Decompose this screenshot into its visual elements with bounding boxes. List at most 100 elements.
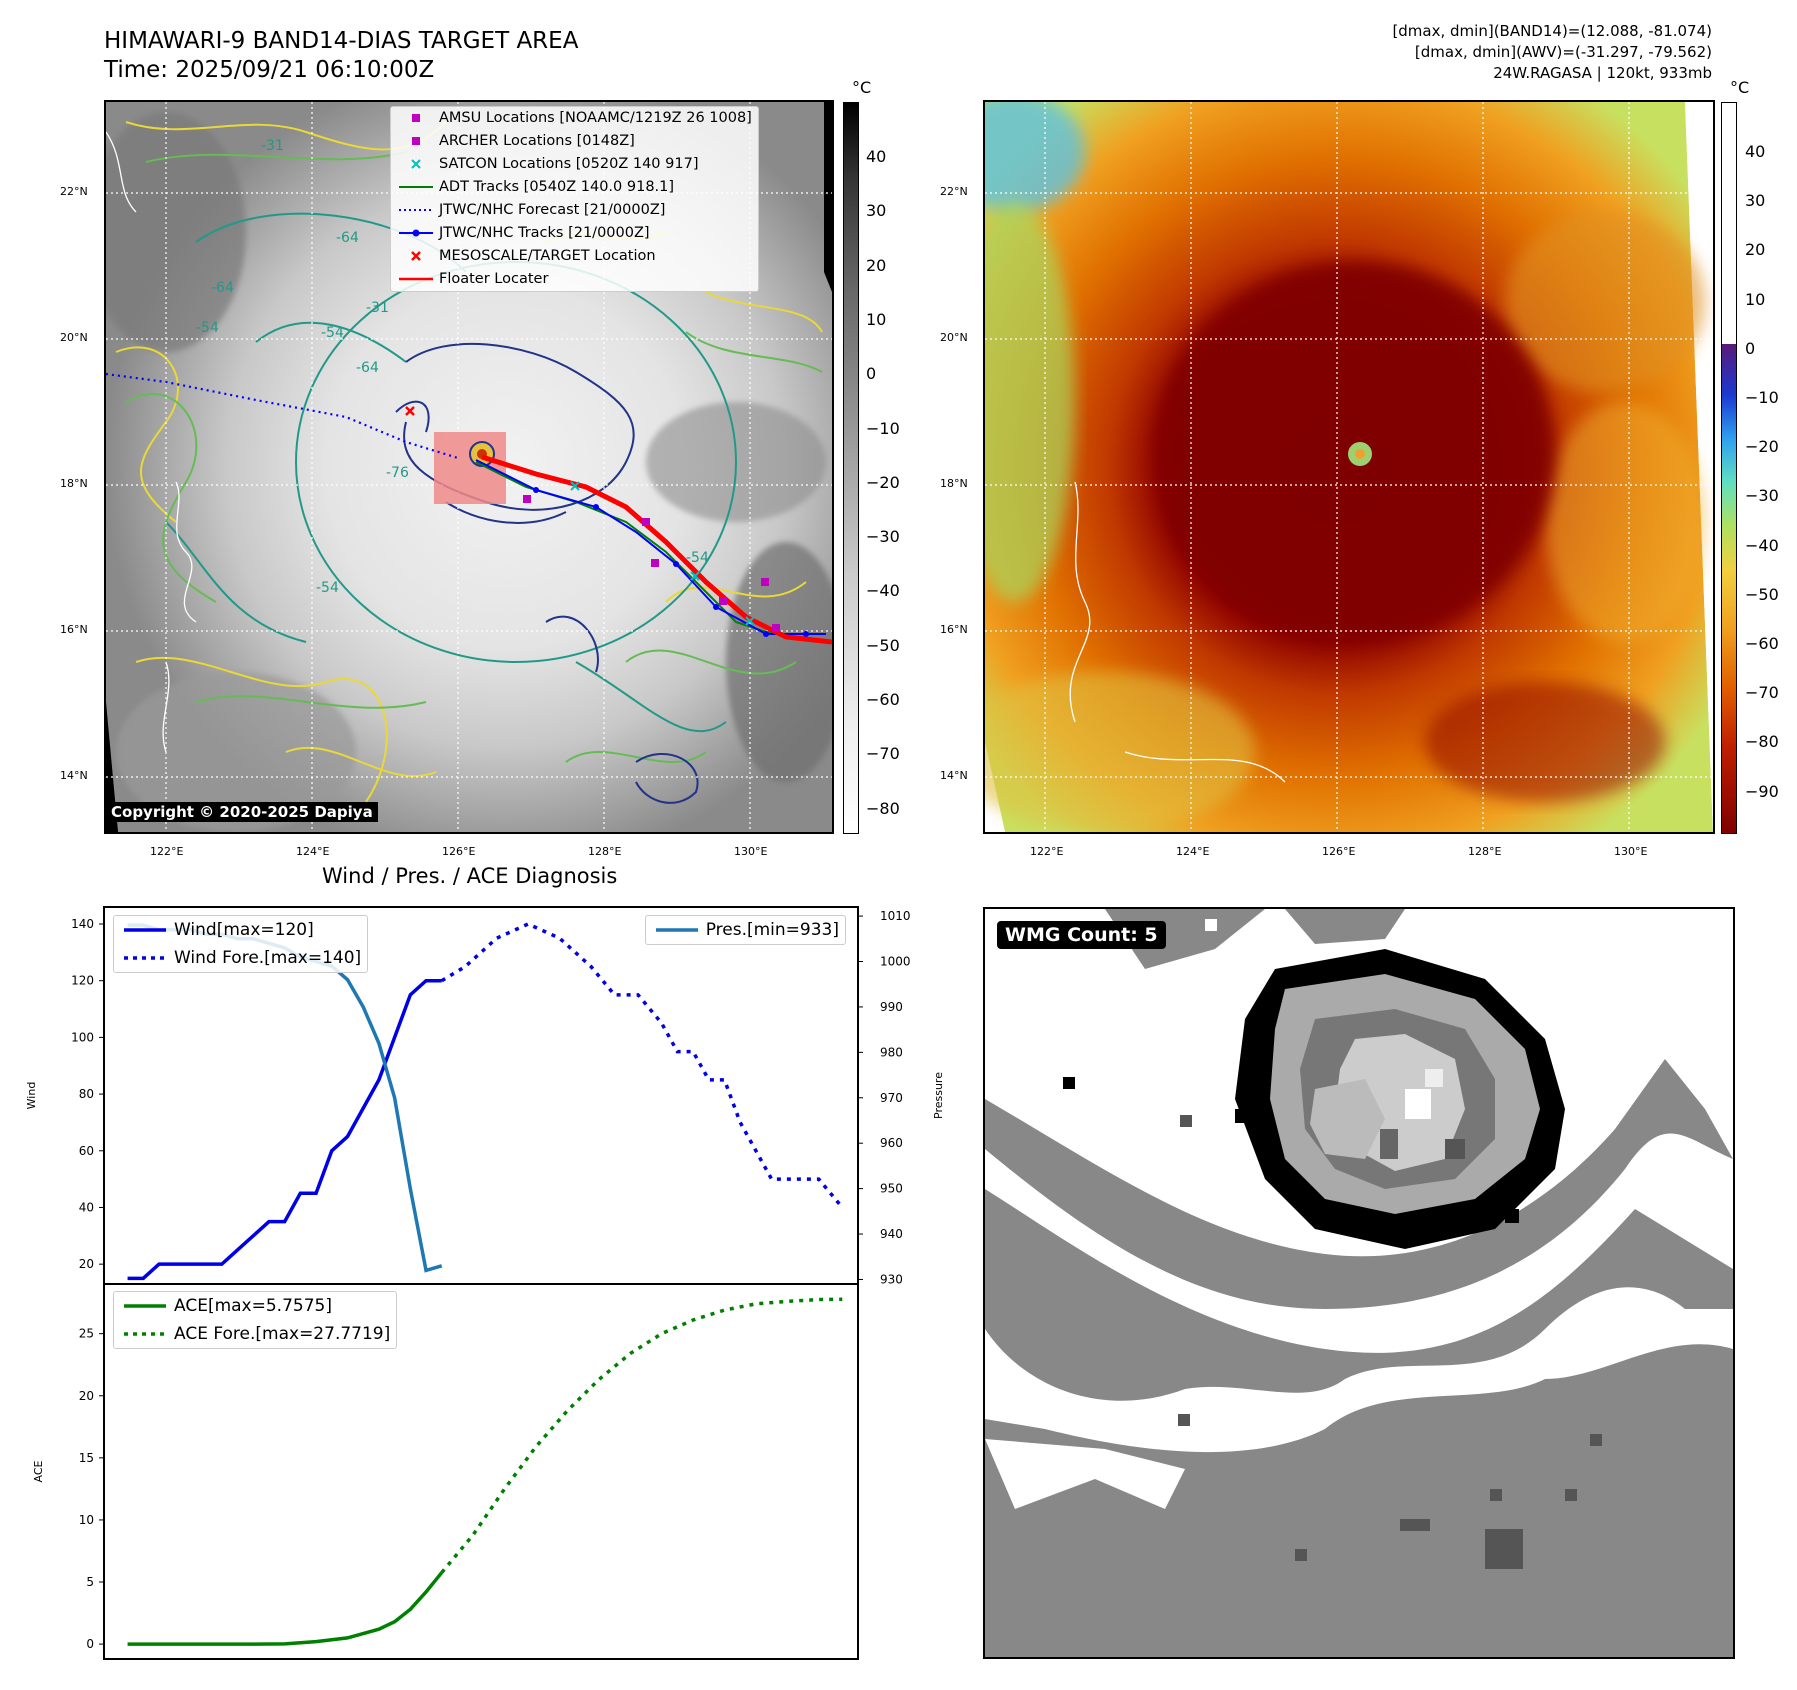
colorbar-tick-label: −50 (866, 635, 900, 655)
series-line-ace (127, 1571, 444, 1646)
series-line-ace-fore- (440, 1297, 843, 1574)
info-band14: [dmax, dmin](BAND14)=(12.088, -81.074) (1392, 22, 1712, 40)
legend-item-wind: Wind[max=120] (124, 920, 314, 940)
y2-tick-label: 960 (880, 1136, 903, 1150)
left-map-legend: AMSU Locations [NOAAMC/1219Z 26 1008] AR… (390, 106, 759, 292)
y2-tick-label: 980 (880, 1045, 903, 1059)
y-tick-label: 15 (79, 1451, 94, 1465)
lon-label: 124°E (1176, 845, 1210, 858)
contour-label: -54 (196, 320, 219, 336)
lat-label: 16°N (60, 623, 88, 636)
y2-tick-label: 940 (880, 1227, 903, 1241)
pressure-legend: Pres.[min=933] (644, 915, 846, 945)
right-map-imagery (985, 102, 1713, 832)
lat-label: 14°N (60, 769, 88, 782)
y-tick-label: 120 (71, 974, 94, 988)
wmg-panel[interactable]: WMG Count: 5 (983, 907, 1735, 1659)
copyright-label: Copyright © 2020-2025 Dapiya (106, 802, 378, 822)
colorbar-tick-label: 20 (1745, 240, 1766, 260)
lon-label: 128°E (1468, 845, 1502, 858)
colorbar-tick-label: 30 (1745, 191, 1766, 211)
series-line-wind (127, 978, 442, 1281)
colorbar-tick-label: −60 (1745, 634, 1779, 653)
colorbar-tick-label: 20 (866, 255, 887, 275)
y-tick-label: 5 (86, 1575, 94, 1589)
y-tick-label: 0 (86, 1637, 94, 1651)
lon-label: 130°E (1614, 845, 1648, 858)
contour-label: -31 (261, 138, 284, 154)
right-colorbar-unit: °C (1730, 78, 1750, 97)
figure-time: Time: 2025/09/21 06:10:00Z (104, 57, 435, 83)
y-tick-label: 20 (79, 1389, 94, 1403)
colorbar-tick-label: 40 (866, 147, 887, 166)
legend-item-satcon: SATCON Locations [0520Z 140 917] (391, 153, 758, 176)
right-map-panel[interactable] (983, 100, 1715, 834)
legend-item-wind-forecast: Wind Fore.[max=140] (124, 948, 362, 968)
wind-axis-label: Wind (25, 1082, 38, 1110)
y2-tick-label: 950 (880, 1182, 903, 1196)
pressure-axis-label: Pressure (932, 1072, 945, 1119)
colorbar-tick-label: −20 (866, 472, 900, 492)
lat-label: 20°N (940, 331, 968, 344)
ace-legend: ACE[max=5.7575] ACE Fore.[max=27.7719] (113, 1291, 398, 1349)
contour-label: -54 (321, 325, 344, 341)
colorbar-tick-label: −40 (1745, 535, 1779, 555)
y2-tick-label: 1000 (880, 955, 911, 969)
right-colorbar (1721, 102, 1737, 834)
legend-item-jtwc-forecast: JTWC/NHC Forecast [21/0000Z] (399, 202, 666, 218)
colorbar-tick-label: −90 (1745, 781, 1779, 801)
lat-label: 22°N (60, 185, 88, 198)
colorbar-tick-label: −10 (866, 418, 900, 438)
colorbar-tick-label: −10 (1745, 388, 1779, 407)
colorbar-tick-label: 0 (1745, 338, 1756, 358)
lat-label: 20°N (60, 331, 88, 344)
colorbar-tick-label: −50 (1745, 584, 1779, 604)
colorbar-tick-label: −30 (866, 527, 900, 547)
lon-label: 126°E (1322, 845, 1356, 858)
y2-tick-label: 930 (880, 1272, 903, 1286)
legend-item-adt: ADT Tracks [0540Z 140.0 918.1] (399, 179, 675, 195)
left-map-panel[interactable]: -31 -64 -64 -54 -76 -54 -64 -54 -31 -54 (104, 100, 834, 834)
series-line-pres- (127, 923, 443, 1273)
y-tick-label: 100 (71, 1030, 94, 1044)
contour-label: -31 (366, 300, 389, 316)
lat-label: 22°N (940, 185, 968, 198)
colorbar-tick-label: −70 (1745, 683, 1779, 703)
lat-label: 14°N (940, 769, 968, 782)
y-tick-label: 25 (79, 1327, 94, 1341)
contour-label: -54 (686, 550, 709, 566)
legend-item-jtwc-tracks: JTWC/NHC Tracks [21/0000Z] (391, 222, 758, 245)
colorbar-tick-label: 10 (1745, 289, 1766, 309)
colorbar-tick-label: 30 (866, 201, 887, 221)
wmg-imagery (985, 909, 1733, 1569)
colorbar-tick-label: −60 (866, 690, 900, 709)
lon-label: 122°E (1030, 845, 1064, 858)
y2-tick-label: 1010 (880, 909, 911, 923)
lon-label: 126°E (442, 845, 476, 858)
contour-label: -76 (386, 465, 409, 481)
lon-label: 130°E (734, 845, 768, 858)
legend-item-archer: ARCHER Locations [0148Z] (391, 130, 758, 153)
colorbar-tick-label: −40 (866, 581, 900, 601)
legend-item-ace-forecast: ACE Fore.[max=27.7719] (124, 1324, 391, 1344)
lon-label: 128°E (588, 845, 622, 858)
left-colorbar-unit: °C (852, 78, 872, 97)
diagnosis-title: Wind / Pres. / ACE Diagnosis (322, 864, 618, 888)
colorbar-tick-label: −20 (1745, 437, 1779, 457)
colorbar-tick-label: −80 (866, 798, 900, 818)
y-tick-label: 40 (79, 1200, 94, 1214)
y-tick-label: 140 (71, 917, 94, 931)
colorbar-tick-label: 10 (866, 309, 887, 329)
colorbar-tick-label: −30 (1745, 486, 1779, 506)
y2-tick-label: 970 (880, 1091, 903, 1105)
legend-item-amsu: AMSU Locations [NOAAMC/1219Z 26 1008] (391, 107, 758, 130)
info-storm: 24W.RAGASA | 120kt, 933mb (1493, 64, 1712, 82)
colorbar-tick-label: −80 (1745, 732, 1779, 752)
lon-label: 122°E (150, 845, 184, 858)
contour-label: -64 (356, 360, 379, 376)
lat-label: 16°N (940, 623, 968, 636)
ace-axis-label: ACE (32, 1460, 45, 1482)
left-colorbar (843, 102, 859, 834)
y-tick-label: 80 (79, 1087, 94, 1101)
colorbar-tick-label: 40 (1745, 142, 1766, 161)
